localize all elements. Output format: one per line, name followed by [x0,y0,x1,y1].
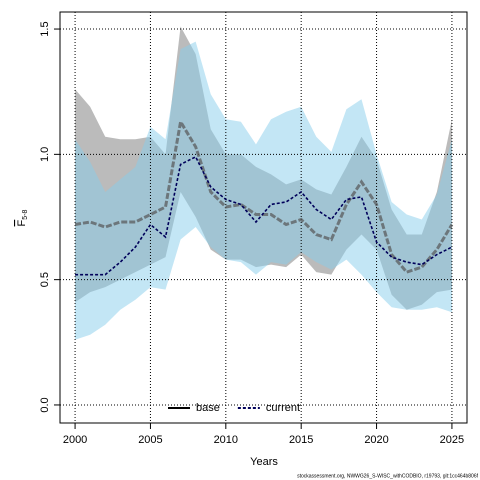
x-tick-label: 2000 [63,434,87,446]
y-axis-label-subscript: 5-8 [22,209,29,219]
legend-label: base [196,402,220,414]
y-tick-label: 0.5 [39,272,51,287]
y-tick-label: 1.0 [39,147,51,162]
y-axis-label-symbol: F [16,219,28,226]
x-tick-label: 2025 [440,434,464,446]
legend-label: current [266,402,300,414]
confidence-band [75,41,452,340]
x-axis-label: Years [250,456,278,468]
plot-frame [59,11,468,424]
x-tick-label: 2020 [364,434,388,446]
footer: stockassessment.org, NWWG26_S-WISC_withC… [297,473,479,479]
y-tick-label: 1.5 [39,21,51,36]
x-tick-label: 2010 [214,434,238,446]
y-axis-label: F5-8 [16,209,29,226]
x-tick-label: 2005 [138,434,162,446]
x-tick-label: 2015 [289,434,313,446]
y-tick-label: 0.0 [39,397,51,412]
series-line [75,155,453,276]
series-line [74,117,454,274]
